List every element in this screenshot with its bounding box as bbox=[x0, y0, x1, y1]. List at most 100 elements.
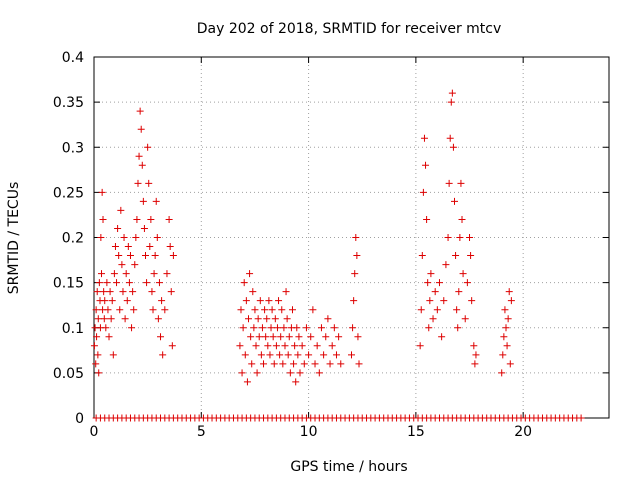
x-tick-label: 20 bbox=[514, 424, 532, 440]
data-point bbox=[267, 324, 275, 332]
y-tick-label: 0.25 bbox=[53, 185, 84, 201]
data-point bbox=[355, 360, 363, 368]
data-point bbox=[317, 324, 325, 332]
data-point bbox=[236, 342, 244, 350]
data-point bbox=[97, 234, 105, 241]
y-axis-label: SRMTID / TECUs bbox=[6, 182, 22, 295]
data-point bbox=[147, 215, 155, 223]
data-point bbox=[247, 333, 255, 341]
data-point bbox=[111, 243, 119, 251]
data-point bbox=[113, 279, 121, 287]
data-point bbox=[326, 360, 334, 368]
data-point bbox=[90, 342, 98, 350]
data-point bbox=[118, 261, 126, 269]
data-point bbox=[501, 306, 509, 314]
data-point bbox=[577, 414, 585, 422]
data-point bbox=[237, 306, 245, 314]
axis-ticks: 0 5 10 15 20 0 0.05 0.1 0.15 0.2 0.25 0.3 0.35 0.4 bbox=[53, 50, 609, 440]
data-point bbox=[324, 315, 332, 323]
data-point bbox=[466, 234, 474, 241]
y-tick-label: 0 bbox=[75, 411, 84, 427]
data-point bbox=[296, 369, 304, 377]
data-point bbox=[166, 243, 174, 251]
data-point bbox=[104, 306, 112, 314]
data-point bbox=[143, 279, 151, 287]
data-point bbox=[93, 288, 101, 296]
data-point bbox=[270, 360, 278, 368]
x-tick-label: 15 bbox=[407, 424, 425, 440]
data-point bbox=[120, 234, 128, 241]
data-point bbox=[424, 279, 432, 287]
data-point bbox=[298, 342, 306, 350]
data-point bbox=[93, 333, 101, 341]
y-tick-label: 0.35 bbox=[53, 95, 84, 111]
data-point bbox=[429, 315, 437, 323]
grid-lines bbox=[94, 57, 609, 418]
data-point bbox=[438, 333, 446, 341]
data-point bbox=[280, 324, 288, 332]
data-point bbox=[499, 351, 507, 359]
data-point bbox=[240, 279, 248, 287]
data-point bbox=[99, 215, 107, 223]
data-point bbox=[446, 134, 454, 142]
y-tick-label: 0.05 bbox=[53, 366, 84, 382]
data-point bbox=[100, 315, 108, 323]
data-point bbox=[444, 234, 452, 241]
data-point bbox=[285, 333, 293, 341]
data-points bbox=[90, 89, 585, 422]
data-point bbox=[271, 315, 279, 323]
data-point bbox=[150, 270, 158, 278]
data-point bbox=[137, 125, 145, 133]
data-point bbox=[95, 279, 103, 287]
data-point bbox=[353, 252, 361, 260]
data-point bbox=[472, 351, 480, 359]
data-point bbox=[293, 324, 301, 332]
data-point bbox=[452, 252, 460, 260]
data-point bbox=[145, 179, 153, 187]
data-point bbox=[119, 288, 127, 296]
data-point bbox=[154, 315, 162, 323]
data-point bbox=[114, 224, 122, 232]
data-point bbox=[288, 306, 296, 314]
data-point bbox=[449, 143, 457, 151]
data-point bbox=[98, 188, 106, 196]
data-point bbox=[448, 89, 456, 97]
data-point bbox=[504, 315, 512, 323]
data-point bbox=[313, 342, 321, 350]
data-point bbox=[260, 360, 268, 368]
data-point bbox=[307, 333, 315, 341]
data-point bbox=[95, 369, 103, 377]
data-point bbox=[332, 351, 340, 359]
data-point bbox=[136, 107, 144, 115]
data-point bbox=[169, 252, 177, 260]
y-tick-label: 0.4 bbox=[62, 50, 84, 66]
data-point bbox=[134, 179, 142, 187]
data-point bbox=[135, 152, 143, 160]
data-point bbox=[252, 342, 260, 350]
data-point bbox=[159, 351, 167, 359]
data-point bbox=[506, 360, 514, 368]
data-point bbox=[322, 333, 330, 341]
data-point bbox=[92, 360, 100, 368]
data-point bbox=[161, 306, 169, 314]
data-point bbox=[109, 351, 117, 359]
data-point bbox=[241, 351, 249, 359]
data-point bbox=[276, 351, 284, 359]
data-point bbox=[253, 369, 261, 377]
data-point bbox=[279, 360, 287, 368]
data-point bbox=[105, 333, 113, 341]
data-point bbox=[309, 306, 317, 314]
data-point bbox=[98, 270, 106, 278]
data-point bbox=[502, 324, 510, 332]
data-point bbox=[238, 369, 246, 377]
data-point bbox=[470, 342, 478, 350]
chart-title: Day 202 of 2018, SRMTID for receiver mtc… bbox=[197, 21, 502, 37]
data-point bbox=[277, 333, 285, 341]
data-point bbox=[417, 306, 425, 314]
data-point bbox=[419, 188, 427, 196]
data-point bbox=[242, 297, 250, 305]
data-point bbox=[144, 143, 152, 151]
data-point bbox=[451, 197, 458, 205]
data-point bbox=[168, 342, 176, 350]
